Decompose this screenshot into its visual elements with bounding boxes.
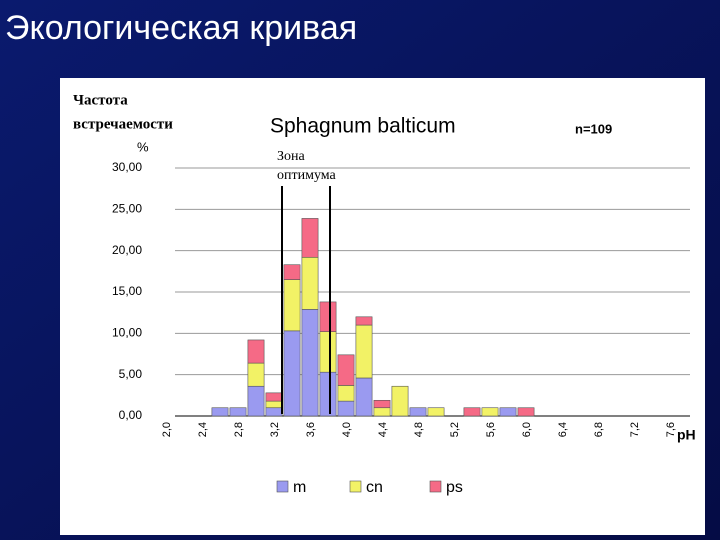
- bar-segment: [355, 316, 373, 326]
- bar-segment: [373, 407, 391, 417]
- x-tick-label: 7,6: [665, 422, 677, 437]
- bar-segment: [319, 331, 337, 373]
- bar-segment: [301, 256, 319, 310]
- bar-segment: [301, 218, 319, 258]
- y-label: Частота: [73, 92, 128, 108]
- bar-segment: [283, 264, 301, 280]
- legend-swatch: [429, 480, 442, 493]
- bar-segment: [301, 309, 319, 417]
- bar-segment: [319, 301, 337, 332]
- y-label: %: [137, 139, 149, 154]
- x-tick-label: 6,0: [521, 422, 533, 437]
- bar-segment: [517, 407, 535, 417]
- bar-segment: [265, 407, 283, 417]
- slide-title: Экологическая кривая: [5, 9, 357, 47]
- plot: 0,00 5,00 10,00 15,00 20,00 25,00 30,00 2,0 2,4 2…: [112, 160, 690, 496]
- y-tick-label: 25,00: [112, 202, 142, 216]
- bar-segment: [427, 407, 445, 417]
- y-tick-label: 5,00: [119, 367, 143, 381]
- x-tick-label: 4,8: [413, 422, 425, 437]
- legend-label: m: [293, 479, 306, 496]
- legend-label: cn: [366, 479, 383, 496]
- legend-label: ps: [446, 479, 463, 496]
- bar-segment: [409, 407, 427, 417]
- x-tick-label: 7,2: [629, 422, 641, 437]
- y-tick-label: 30,00: [112, 160, 142, 174]
- annotation: Зона: [277, 149, 306, 164]
- y-tick-label: 20,00: [112, 243, 142, 257]
- bar-segment: [463, 407, 481, 417]
- x-tick-label: 6,4: [557, 422, 569, 437]
- bar-segment: [265, 392, 283, 402]
- x-tick-label: 2,0: [161, 422, 173, 437]
- legend-swatch: [276, 480, 289, 493]
- bar-segment: [283, 279, 301, 332]
- x-tick-label: 2,4: [197, 422, 209, 437]
- bar-segment: [247, 362, 265, 387]
- subtitle: n=109: [575, 121, 612, 136]
- x-tick-label: 4,4: [377, 422, 389, 437]
- x-tick-label: 6,8: [593, 422, 605, 437]
- chart-area: [60, 78, 705, 535]
- x-tick-label: 4,0: [341, 422, 353, 437]
- bar-segment: [229, 407, 247, 417]
- bar-segment: [337, 354, 355, 386]
- bar-segment: [355, 377, 373, 417]
- chart-title: Sphagnum balticum: [270, 115, 456, 138]
- bar-segment: [481, 407, 499, 417]
- bar-segment: [283, 330, 301, 417]
- y-tick-label: 15,00: [112, 284, 142, 298]
- x-tick-label: 3,6: [305, 422, 317, 437]
- y-tick-label: 0,00: [119, 408, 143, 422]
- x-tick-label: 2,8: [233, 422, 245, 437]
- x-label: pH: [677, 427, 696, 443]
- bar-segment: [247, 339, 265, 364]
- bar-segment: [373, 399, 391, 409]
- bar-segment: [499, 407, 517, 417]
- bar-segment: [391, 385, 409, 417]
- x-tick-label: 5,2: [449, 422, 461, 437]
- x-tick-label: 5,6: [485, 422, 497, 437]
- y-tick-label: 10,00: [112, 326, 142, 340]
- bar-segment: [355, 324, 373, 379]
- x-tick-label: 3,2: [269, 422, 281, 437]
- y-label: встречаемости: [73, 116, 173, 132]
- bar-segment: [337, 400, 355, 417]
- bar-segment: [211, 407, 229, 417]
- bar-segment: [337, 385, 355, 402]
- bar-segment: [319, 371, 337, 417]
- bar-segment: [247, 385, 265, 417]
- bar-segment: [265, 400, 283, 409]
- annotation: оптимума: [277, 168, 337, 183]
- legend-swatch: [349, 480, 362, 493]
